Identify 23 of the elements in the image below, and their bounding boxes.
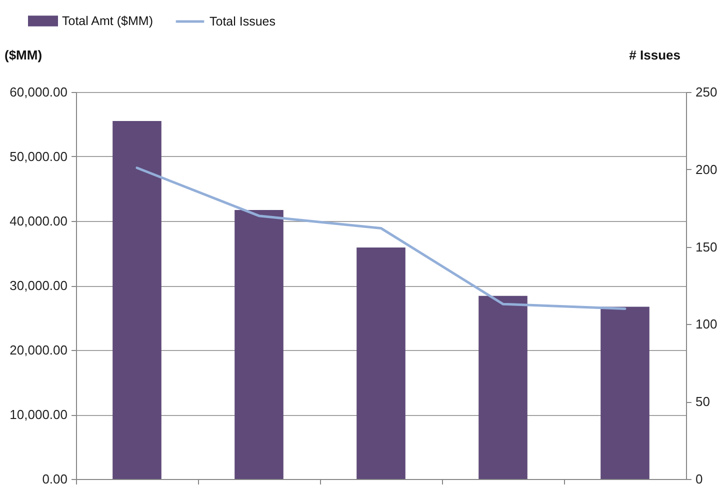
y-tick-label: 60,000.00 — [10, 84, 68, 100]
y2-tick-label: 0 — [696, 472, 703, 486]
y2-tick-label: 150 — [696, 239, 718, 254]
y-tick-label: 0.00 — [42, 472, 68, 486]
bar — [234, 210, 284, 479]
line-series — [136, 166, 626, 310]
y-tick-label: 10,000.00 — [10, 407, 68, 422]
y2-tick-label: 250 — [696, 84, 718, 100]
bar — [112, 121, 162, 479]
y-tick-label: 50,000.00 — [10, 149, 68, 164]
bar — [356, 247, 406, 479]
y2-axis-title: # Issues — [629, 48, 680, 62]
y2-tick-label: 200 — [696, 162, 718, 177]
y2-tick-label: 50 — [696, 394, 710, 410]
bar — [478, 296, 528, 479]
y-tick-label: 30,000.00 — [10, 278, 68, 293]
bar — [600, 306, 650, 479]
y-tick-label: 20,000.00 — [10, 342, 68, 358]
y-tick-label: 40,000.00 — [10, 214, 68, 228]
y-axis-title: ($MM) — [4, 48, 42, 62]
y2-tick-label: 100 — [696, 316, 718, 332]
legend-label: Total Amt ($MM) — [62, 14, 153, 28]
legend-label: Total Issues — [210, 14, 276, 28]
